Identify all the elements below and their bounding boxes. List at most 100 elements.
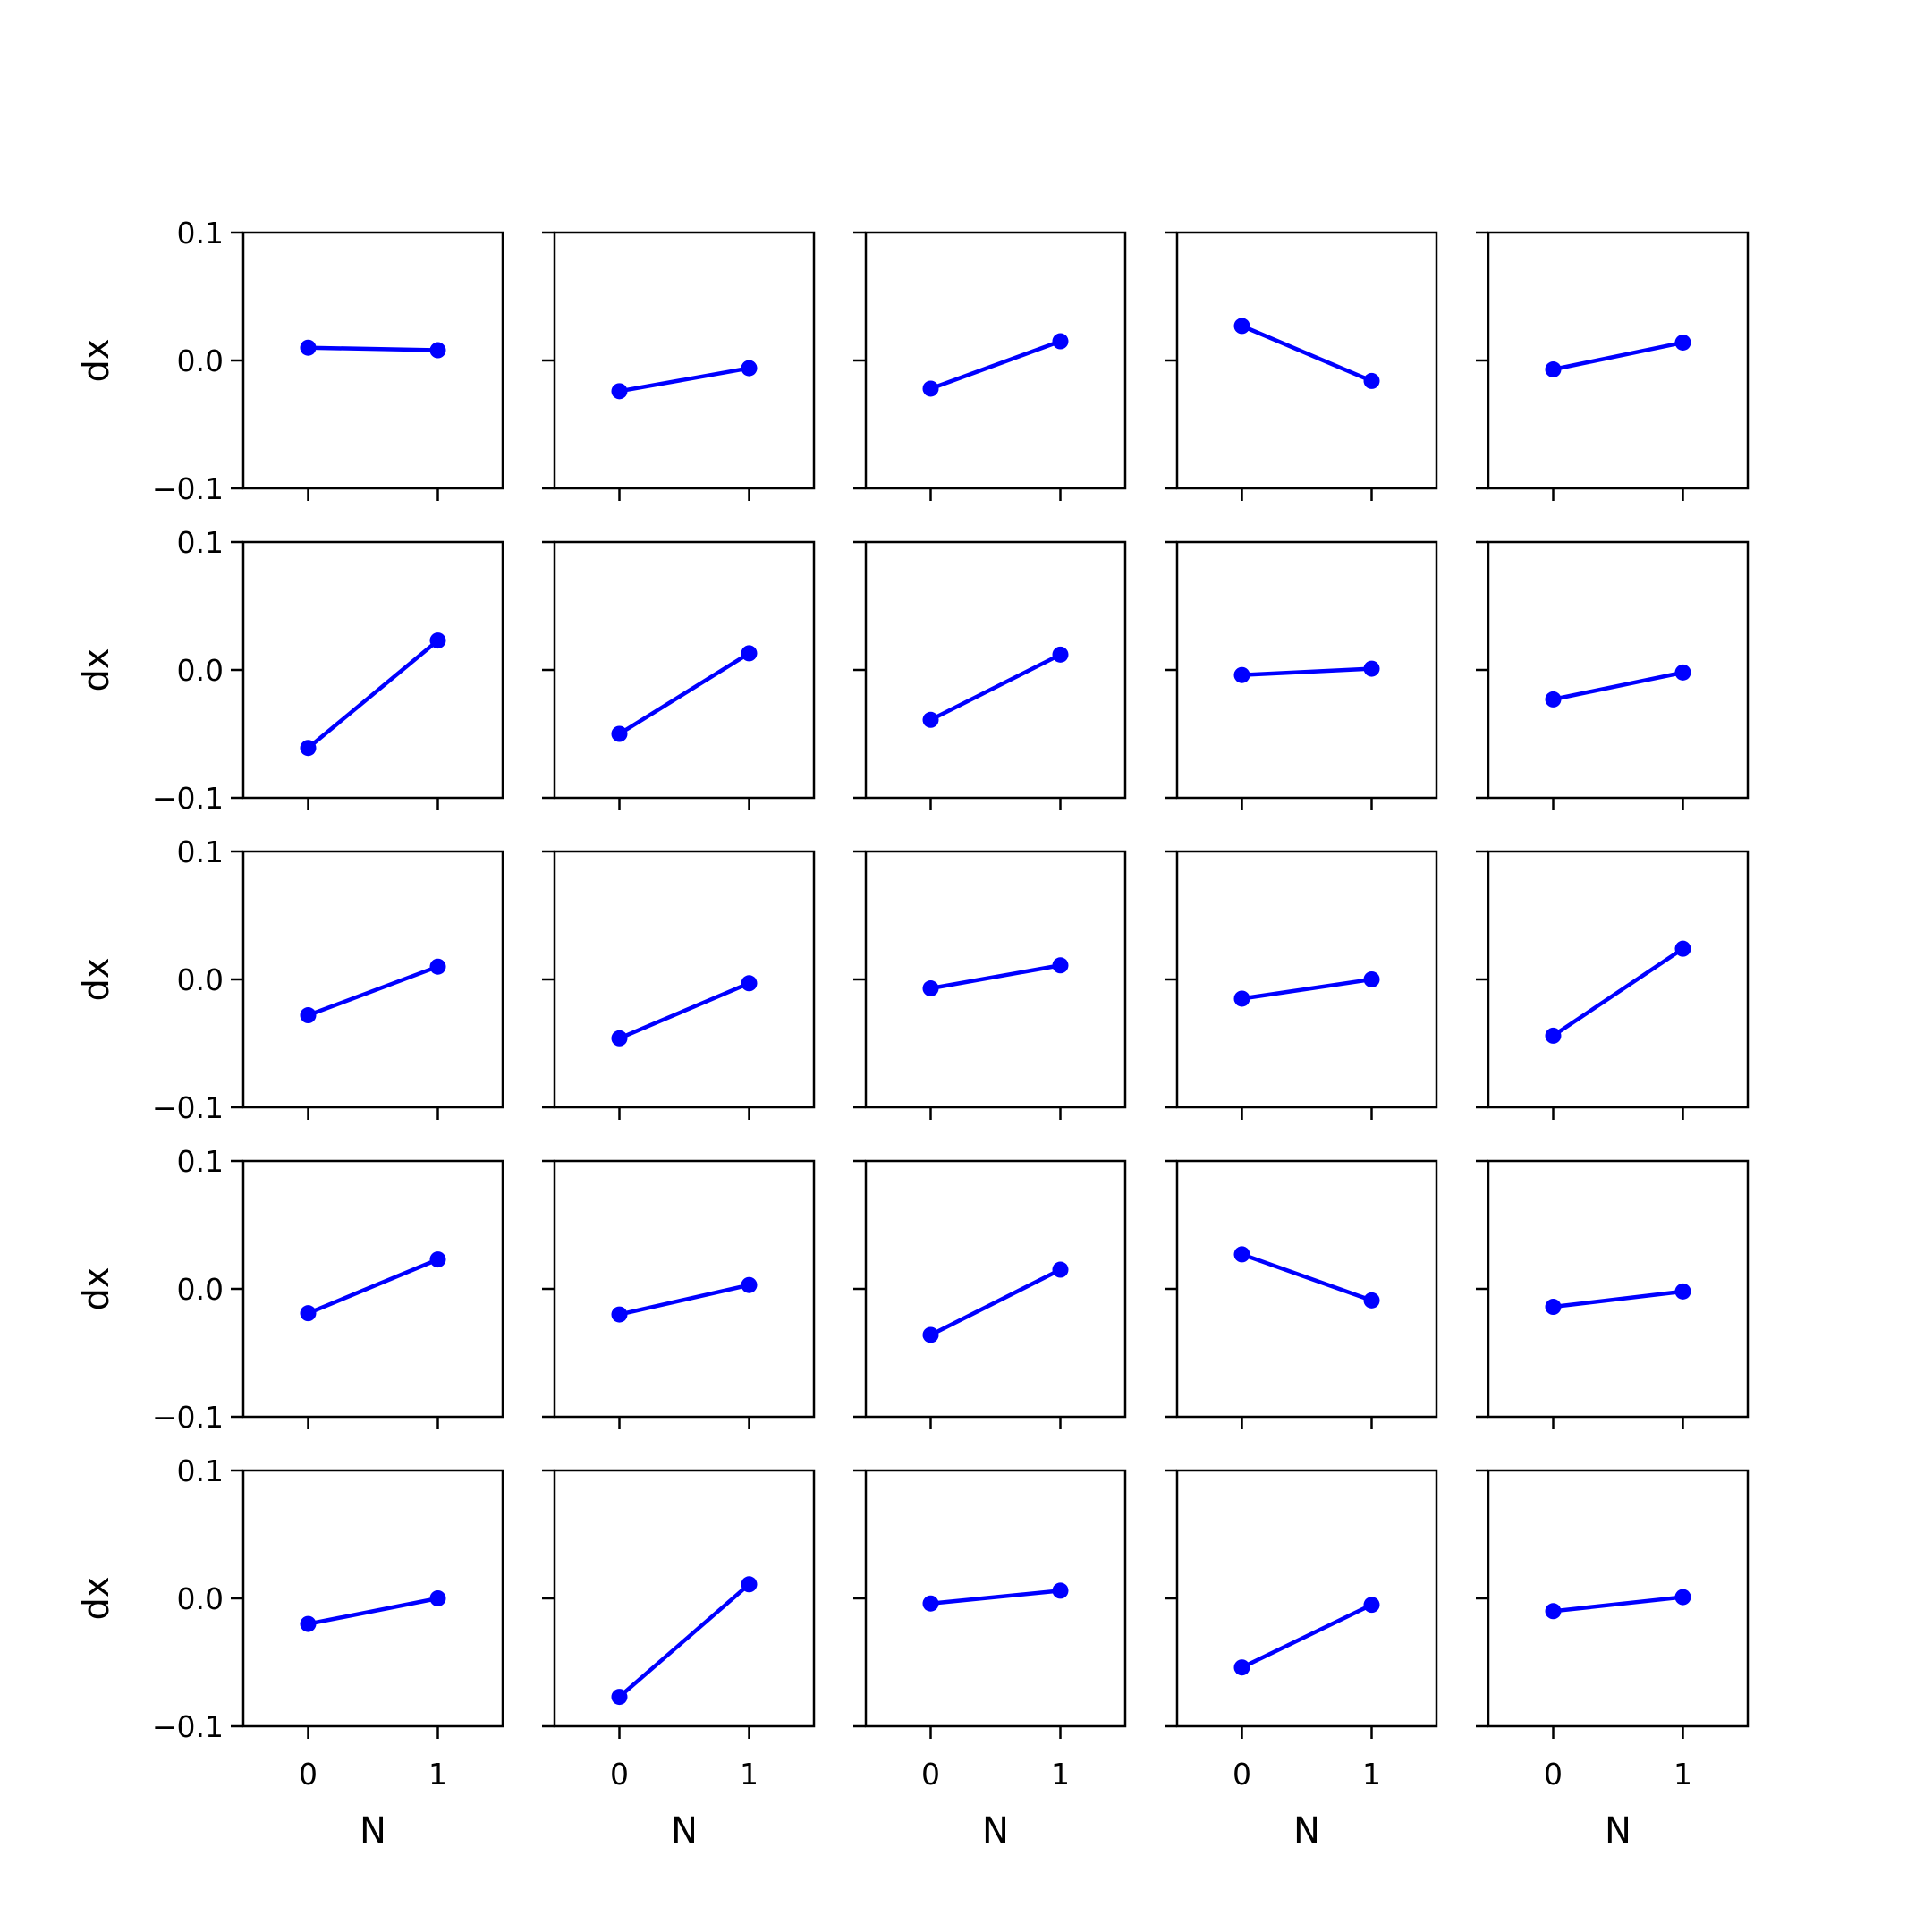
- axes-frame: [553, 231, 816, 490]
- data-point: [1052, 333, 1069, 350]
- series-line: [1553, 1289, 1683, 1309]
- subplot-r3-c3: [1165, 1159, 1438, 1429]
- axes-frame: [1487, 850, 1750, 1109]
- axes-frame: [553, 1469, 816, 1728]
- subplot-r4-c0: −0.1 0.0 0.1 0 1 dx N: [76, 1453, 504, 1852]
- data-point: [741, 975, 758, 992]
- x-axis-label: N: [360, 1810, 386, 1852]
- data-point: [1052, 957, 1069, 974]
- series-line: [1241, 666, 1372, 677]
- axes-frame: [864, 1159, 1127, 1419]
- subplot-r0-c3: [1165, 231, 1438, 501]
- series-line: [1553, 1595, 1683, 1614]
- data-point: [611, 725, 628, 742]
- y-tick-label: −0.1: [152, 1090, 224, 1125]
- data-point: [1363, 1292, 1380, 1309]
- series-line: [618, 1582, 750, 1699]
- series-line: [1241, 324, 1373, 383]
- data-point: [1545, 1299, 1562, 1316]
- x-tick-label: 1: [740, 1757, 758, 1792]
- data-point: [300, 339, 317, 356]
- subplot-r4-c4: 0 1 N: [1476, 1469, 1750, 1852]
- x-tick-label: 0: [1544, 1757, 1563, 1792]
- data-point: [429, 342, 446, 359]
- axes-frame: [553, 1159, 816, 1419]
- data-point: [922, 711, 939, 728]
- y-tick-label: 0.0: [177, 343, 224, 378]
- y-tick-label: −0.1: [152, 471, 224, 506]
- y-tick-label: 0.1: [177, 1453, 224, 1488]
- data-point: [1363, 1597, 1380, 1614]
- x-tick-label: 1: [1674, 1757, 1692, 1792]
- subplot-r1-c1: [542, 540, 816, 810]
- x-tick-label: 0: [921, 1757, 940, 1792]
- x-axis-label: N: [982, 1810, 1009, 1852]
- x-axis-label: N: [671, 1810, 698, 1852]
- series-line: [929, 339, 1062, 391]
- data-point: [611, 1306, 628, 1323]
- y-tick-label: 0.1: [177, 1144, 224, 1179]
- subplot-r2-c1: [542, 850, 816, 1120]
- subplot-r0-c0: −0.1 0.0 0.1 dx: [76, 216, 504, 506]
- data-point: [1233, 1659, 1250, 1676]
- subplot-r0-c2: [853, 231, 1127, 501]
- axes-frame: [864, 540, 1127, 800]
- data-point: [429, 1251, 446, 1268]
- data-point: [1545, 691, 1562, 708]
- subplot-r4-c3: 0 1 N: [1165, 1469, 1438, 1852]
- data-point: [1674, 1283, 1691, 1300]
- axes-frame: [242, 1159, 504, 1419]
- data-point: [1052, 646, 1069, 663]
- y-tick-label: 0.0: [177, 1581, 224, 1616]
- x-tick-label: 0: [610, 1757, 629, 1792]
- axes-frame: [864, 231, 1127, 490]
- axes-frame: [553, 850, 816, 1109]
- data-point: [1545, 1603, 1562, 1620]
- axes-frame: [1487, 231, 1750, 490]
- axes-frame: [1175, 1469, 1438, 1728]
- subplot-r2-c0: −0.1 0.0 0.1 dx: [76, 835, 504, 1125]
- data-point: [1233, 990, 1250, 1007]
- series-line: [619, 366, 750, 394]
- x-tick-label: 0: [1233, 1757, 1251, 1792]
- series-line: [308, 1596, 438, 1626]
- data-point: [1233, 666, 1250, 683]
- data-point: [1052, 1261, 1069, 1278]
- x-tick-label: 1: [1051, 1757, 1070, 1792]
- data-point: [741, 360, 758, 377]
- axes-frame: [864, 850, 1127, 1109]
- axes-frame: [1175, 1159, 1438, 1419]
- data-point: [1545, 1027, 1562, 1044]
- subplot-r3-c2: [853, 1159, 1127, 1429]
- data-point: [1233, 1246, 1250, 1263]
- axes-frame: [1487, 540, 1750, 800]
- series-line: [930, 963, 1061, 991]
- data-point: [429, 1590, 446, 1606]
- series-line: [1241, 1603, 1373, 1670]
- subplot-r0-c4: [1476, 231, 1750, 501]
- data-point: [429, 632, 446, 649]
- y-tick-label: 0.0: [177, 1272, 224, 1307]
- subplot-r3-c0: −0.1 0.0 0.1 dx: [76, 1144, 504, 1435]
- axes-frame: [242, 850, 504, 1109]
- series-line: [1553, 670, 1683, 702]
- data-point: [1233, 318, 1250, 335]
- axes-frame: [242, 540, 504, 800]
- data-point: [611, 1030, 628, 1046]
- y-tick-label: 0.1: [177, 525, 224, 560]
- subplot-r0-c1: [542, 231, 816, 501]
- x-tick-label: 1: [1362, 1757, 1381, 1792]
- series-line: [929, 652, 1062, 722]
- data-point: [741, 1576, 758, 1593]
- series-line: [307, 1258, 439, 1316]
- data-point: [1674, 1589, 1691, 1606]
- y-axis-label: dx: [76, 1267, 117, 1310]
- data-point: [1052, 1582, 1069, 1599]
- axes-frame: [1175, 231, 1438, 490]
- y-axis-label: dx: [76, 957, 117, 1001]
- subplot-r2-c3: [1165, 850, 1438, 1120]
- x-axis-label: N: [1293, 1810, 1320, 1852]
- axes-frame: [242, 231, 504, 490]
- data-point: [300, 1007, 317, 1024]
- subplot-r1-c3: [1165, 540, 1438, 810]
